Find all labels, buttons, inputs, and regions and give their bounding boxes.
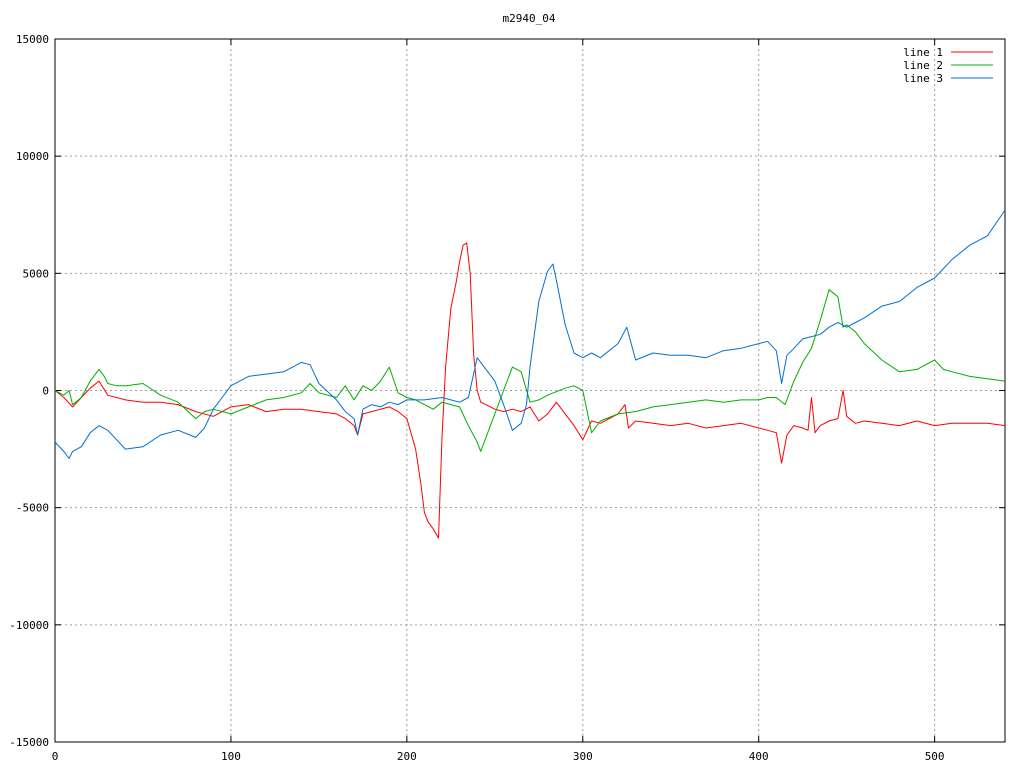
series-line-3 [54,209,1006,459]
y-tick-label: 10000 [16,150,49,163]
y-tick-label: -10000 [9,619,49,632]
chart-title: m2940_04 [503,12,556,25]
series-line-1 [54,242,1006,539]
y-tick-label: 5000 [23,267,50,280]
y-tick-label: -5000 [16,502,49,515]
x-tick-label: 200 [397,750,417,763]
x-tick-label: 500 [925,750,945,763]
y-tick-label: -15000 [9,736,49,749]
x-tick-label: 300 [573,750,593,763]
grid-layer [55,39,1005,742]
axes-layer: 0 100 200 300 400 500 -15000 -10000 -5000 0 5000 10… [9,33,1006,763]
series-line-2 [54,289,1006,452]
legend-label: line 3 [903,72,943,85]
legend-label: line 2 [903,59,943,72]
x-tick-label: 0 [52,750,59,763]
y-tick-label: 0 [42,385,49,398]
y-tick-label: 15000 [16,33,49,46]
x-tick-label: 400 [749,750,769,763]
legend-label: line 1 [903,46,943,59]
x-tick-label: 100 [221,750,241,763]
series-layer [54,209,1006,539]
